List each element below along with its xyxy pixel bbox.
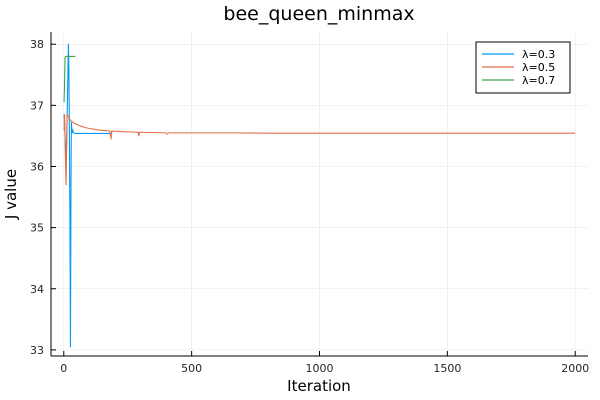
legend-label: λ=0.3	[522, 48, 555, 61]
y-tick-label: 37	[30, 99, 44, 112]
y-tick-label: 38	[30, 38, 44, 51]
y-tick-label: 36	[30, 160, 44, 173]
chart-title: bee_queen_minmax	[223, 3, 414, 25]
x-axis-title: Iteration	[287, 377, 351, 395]
y-axis-title: J value	[2, 169, 20, 220]
legend: λ=0.3λ=0.5λ=0.7	[475, 41, 571, 94]
series-lines	[63, 43, 576, 348]
series-line	[63, 43, 113, 348]
y-tick-label: 33	[30, 344, 44, 357]
series-line	[63, 113, 576, 186]
legend-label: λ=0.5	[522, 61, 555, 74]
x-tick-label: 0	[60, 362, 67, 375]
axes	[50, 32, 588, 357]
x-tick-label: 1000	[306, 362, 334, 375]
legend-label: λ=0.7	[522, 74, 555, 87]
x-tick-label: 500	[181, 362, 202, 375]
series-line	[63, 55, 76, 103]
grid	[51, 32, 588, 356]
tick-labels: 0 500 1000 1500 2000 33 34 35 36 37 38	[30, 38, 589, 375]
y-tick-label: 34	[30, 283, 44, 296]
y-tick-label: 35	[30, 222, 44, 235]
x-tick-label: 1500	[433, 362, 461, 375]
x-tick-label: 2000	[561, 362, 589, 375]
